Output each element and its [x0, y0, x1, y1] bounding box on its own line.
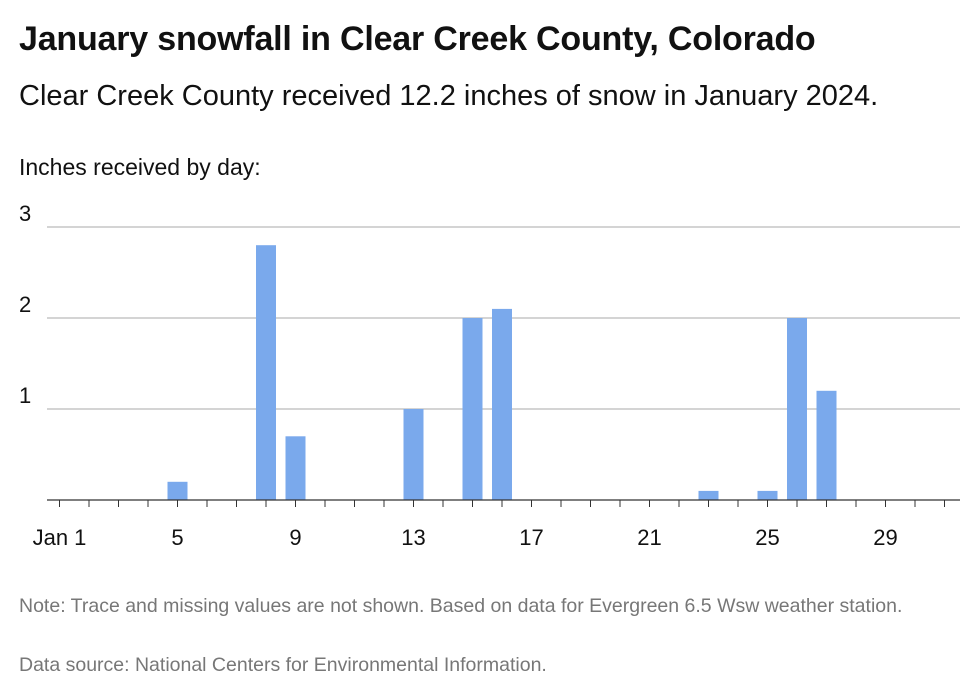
bar: [757, 490, 778, 500]
y-tick-label: 2: [19, 292, 31, 317]
chart-note: Note: Trace and missing values are not s…: [19, 595, 903, 617]
bar: [492, 308, 512, 500]
x-tick-label: 21: [637, 525, 661, 550]
bar: [816, 390, 837, 500]
x-tick-label: Jan 1: [33, 525, 87, 550]
chart-title: January snowfall in Clear Creek County, …: [19, 20, 816, 58]
x-tick-label: 29: [873, 525, 897, 550]
axes: 1 2 3 Jan 1 5 9 13 17 21 25 29: [19, 201, 960, 550]
bar: [698, 490, 719, 500]
data-source: Data source: National Centers for Enviro…: [19, 654, 547, 676]
x-tick-label: 13: [401, 525, 425, 550]
bar: [403, 409, 424, 500]
chart-subtitle: Clear Creek County received 12.2 inches …: [19, 80, 879, 112]
y-tick-label: 3: [19, 201, 31, 226]
y-axis-caption: Inches received by day:: [19, 154, 261, 180]
bar: [285, 436, 306, 500]
x-tick-label: 17: [519, 525, 543, 550]
bar: [167, 481, 188, 500]
x-tick-label: 5: [171, 525, 183, 550]
bars: [167, 245, 837, 500]
bar: [787, 318, 807, 500]
x-tick-label: 25: [755, 525, 779, 550]
x-tick-label: 9: [289, 525, 301, 550]
bar: [462, 318, 483, 500]
y-tick-label: 1: [19, 383, 31, 408]
snowfall-bar-chart: 1 2 3 Jan 1 5 9 13 17 21 25 29: [19, 201, 960, 550]
bar: [256, 245, 276, 500]
